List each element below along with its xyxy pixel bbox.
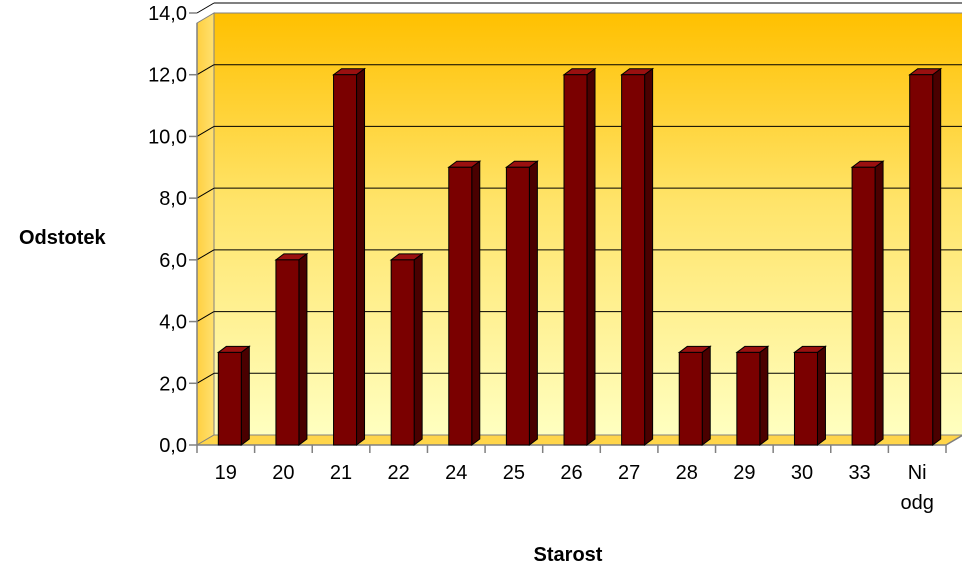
- x-tick-label-line: 27: [618, 462, 640, 484]
- bar: [449, 161, 480, 445]
- y-tick-label: 10,0: [148, 126, 187, 148]
- x-tick-label: 21: [330, 462, 352, 484]
- bar-front: [276, 260, 299, 445]
- y-tick-label: 6,0: [159, 250, 187, 272]
- y-tick-label: 4,0: [159, 312, 187, 334]
- bar: [737, 346, 768, 445]
- x-tick-label-line: odg: [901, 492, 934, 514]
- bar: [334, 69, 365, 445]
- x-tick-label-line: 20: [272, 462, 294, 484]
- x-axis-title: Starost: [534, 544, 603, 566]
- bar-front: [449, 167, 472, 445]
- y-axis-title: Odstotek: [19, 227, 107, 249]
- bar-side: [933, 69, 941, 445]
- bar-side: [299, 254, 307, 445]
- x-tick-label: 20: [272, 462, 294, 484]
- x-tick-label-line: 26: [560, 462, 582, 484]
- y-tick-label: 8,0: [159, 188, 187, 210]
- y-tick-label: 12,0: [148, 65, 187, 87]
- bar-side: [529, 161, 537, 445]
- x-tick-label-line: 33: [848, 462, 870, 484]
- bar-side: [472, 161, 480, 445]
- bar-side: [587, 69, 595, 445]
- bar-front: [852, 167, 875, 445]
- bar: [218, 346, 249, 445]
- x-tick-label: 30: [791, 462, 813, 484]
- bar-front: [794, 352, 817, 445]
- bar: [679, 346, 710, 445]
- x-tick-label: 26: [560, 462, 582, 484]
- y-tick-labels: 0,0 2,0 4,0 6,0 8,0 10,0 12,0 14,0: [148, 3, 197, 457]
- bar-front: [679, 352, 702, 445]
- bar-front: [391, 260, 414, 445]
- bar: [910, 69, 941, 445]
- bar-front: [506, 167, 529, 445]
- bar-front: [910, 75, 933, 445]
- x-tick-label: 22: [388, 462, 410, 484]
- bar: [794, 346, 825, 445]
- bar-side: [357, 69, 365, 445]
- bar-front: [737, 352, 760, 445]
- x-tick-label-line: 24: [445, 462, 467, 484]
- bar-front: [218, 352, 241, 445]
- bar: [622, 69, 653, 445]
- x-tick-label-line: Ni: [908, 462, 927, 484]
- bar-side: [645, 69, 653, 445]
- bar-side: [702, 346, 710, 445]
- bar-side: [817, 346, 825, 445]
- x-tick-label: 28: [676, 462, 698, 484]
- x-tick-label-line: 22: [388, 462, 410, 484]
- bar: [391, 254, 422, 445]
- bar: [276, 254, 307, 445]
- y-tick-label: 0,0: [159, 435, 187, 457]
- x-tick-label-line: 25: [503, 462, 525, 484]
- bar-side: [875, 161, 883, 445]
- bar: [852, 161, 883, 445]
- x-tick-label-line: 28: [676, 462, 698, 484]
- bar-side: [760, 346, 768, 445]
- y-tick-label: 2,0: [159, 373, 187, 395]
- bar: [564, 69, 595, 445]
- x-tick-label: 24: [445, 462, 467, 484]
- x-tick-label-line: 30: [791, 462, 813, 484]
- bar-front: [622, 75, 645, 445]
- side-wall: [197, 13, 214, 445]
- bar-side: [241, 346, 249, 445]
- x-tick-labels: 19 20 21 22 24 25 26 27 28 29 30 33 Ni odg: [197, 445, 946, 514]
- x-tick-label: 29: [733, 462, 755, 484]
- x-tick-label-line: 19: [215, 462, 237, 484]
- x-tick-label: 19: [215, 462, 237, 484]
- bar-front: [564, 75, 587, 445]
- bar-front: [334, 75, 357, 445]
- x-tick-label: 27: [618, 462, 640, 484]
- x-tick-label: 33: [848, 462, 870, 484]
- x-tick-label-line: 29: [733, 462, 755, 484]
- y-tick-label: 14,0: [148, 3, 187, 25]
- bar-side: [414, 254, 422, 445]
- x-tick-label-line: 21: [330, 462, 352, 484]
- bar: [506, 161, 537, 445]
- x-tick-label: 25: [503, 462, 525, 484]
- x-tick-label: Ni odg: [901, 462, 934, 514]
- gridline-side: [197, 3, 214, 13]
